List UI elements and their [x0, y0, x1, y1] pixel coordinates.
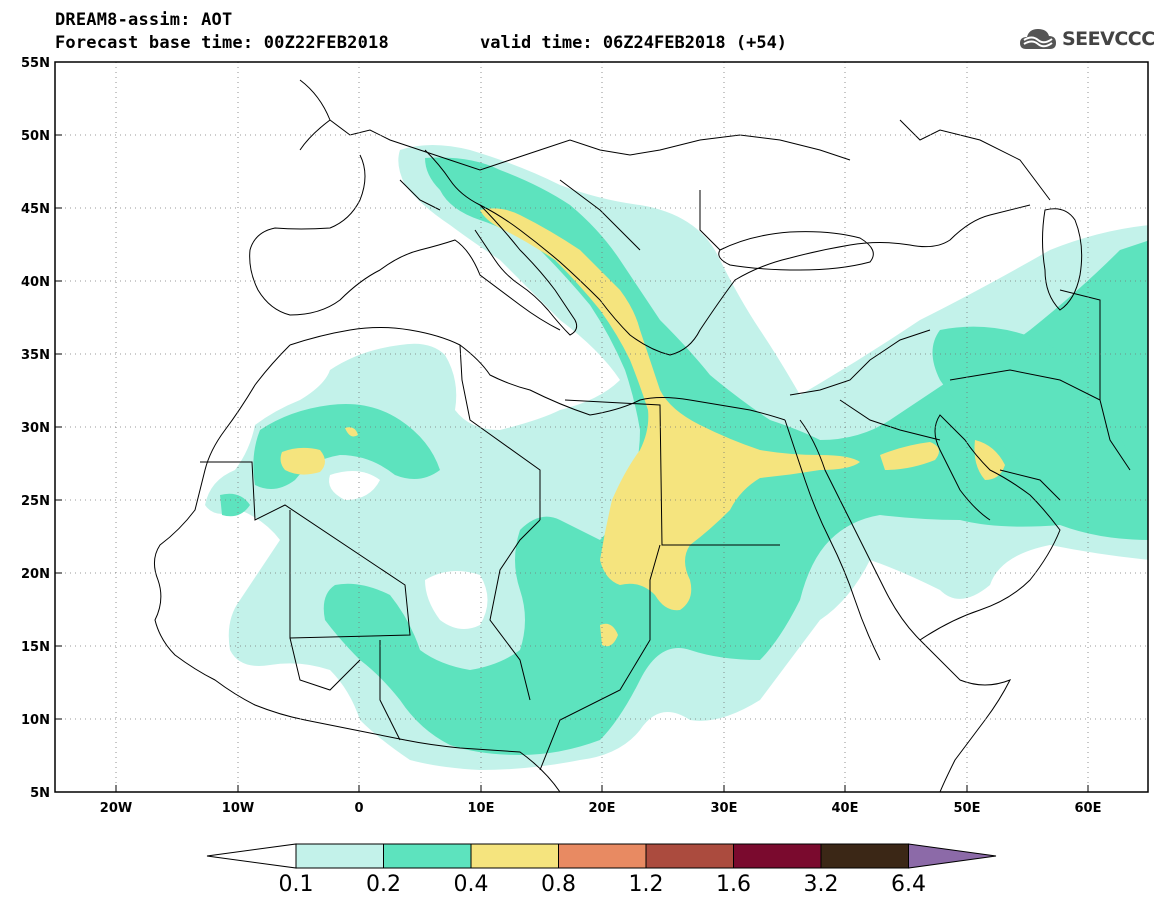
coastline-italy — [474, 204, 578, 336]
lon-label-10w: 10W — [222, 801, 254, 816]
coastline-black-sea — [718, 231, 874, 271]
colorbar-high-arrow — [908, 843, 997, 869]
lon-label-50e: 50E — [954, 801, 981, 816]
colorbar-box-1.2 — [645, 843, 734, 869]
colorbar-label-3.2: 3.2 — [803, 872, 839, 897]
borders-europe — [329, 119, 1051, 251]
colorbar-box-0.8 — [558, 843, 647, 869]
forecast-base-time: Forecast base time: 00Z22FEB2018 — [55, 33, 389, 53]
lat-label-20n: 20N — [21, 567, 50, 582]
coastline-arabia — [919, 414, 1061, 641]
lon-label-20e: 20E — [589, 801, 616, 816]
coastline-north-africa — [289, 327, 786, 421]
lon-label-60e: 60E — [1075, 801, 1102, 816]
colorbar-label-0.2: 0.2 — [366, 872, 401, 897]
coastline-red-sea — [784, 419, 921, 661]
colorbar-box-0.1 — [295, 843, 384, 869]
coastline-caspian — [1042, 208, 1083, 311]
map-title: DREAM8-assim: AOT — [55, 10, 233, 30]
lat-label-35n: 35N — [21, 348, 50, 363]
lat-label-45n: 45N — [21, 202, 50, 217]
colorbar — [206, 843, 997, 869]
colorbar-label-0.8: 0.8 — [541, 872, 576, 897]
lat-label-30n: 30N — [21, 421, 50, 436]
colorbar-box-0.4 — [470, 843, 559, 869]
lon-label-40e: 40E — [832, 801, 859, 816]
lat-label-40n: 40N — [21, 275, 50, 290]
borders-africa — [200, 344, 780, 771]
seevccc-logo: SEEVCCC — [1018, 22, 1155, 56]
colorbar-box-1.6 — [733, 843, 822, 869]
colorbar-label-1.2: 1.2 — [628, 872, 664, 897]
colorbar-label-6.4: 6.4 — [891, 872, 926, 897]
lat-label-5n: 5N — [30, 786, 50, 801]
borders-middle-east — [789, 289, 1131, 501]
latitude-labels: 55N 50N 45N 40N 35N 30N 25N 20N 15N 10N … — [21, 56, 50, 801]
lon-label-10e: 10E — [468, 801, 495, 816]
lat-lon-grid — [55, 62, 1148, 792]
coastline-east-africa — [919, 639, 1012, 792]
aot-fields — [205, 145, 1148, 770]
coastline-gulf-of-guinea — [404, 739, 561, 792]
lon-label-20w: 20W — [100, 801, 132, 816]
axis-ticks — [55, 61, 1089, 792]
valid-time: valid time: 06Z24FEB2018 (+54) — [480, 33, 788, 53]
lon-label-0: 0 — [354, 801, 363, 816]
colorbar-label-1.6: 1.6 — [716, 872, 751, 897]
colorbar-box-3.2 — [820, 843, 909, 869]
lat-label-10n: 10N — [21, 713, 50, 728]
lat-label-55n: 55N — [21, 56, 50, 71]
logo-text: SEEVCCC — [1062, 28, 1155, 50]
lat-label-15n: 15N — [21, 640, 50, 655]
aot-level-0.4 — [280, 208, 1005, 647]
colorbar-label-0.1: 0.1 — [278, 872, 314, 897]
colorbar-label-0.4: 0.4 — [453, 872, 489, 897]
longitude-labels: 20W 10W 0 10E 20E 30E 40E 50E 60E — [100, 801, 1102, 816]
lat-label-50n: 50N — [21, 129, 50, 144]
cloud-logo-icon — [1020, 29, 1056, 49]
colorbar-box-0.2 — [383, 843, 472, 869]
lat-label-25n: 25N — [21, 494, 50, 509]
colorbar-low-arrow — [206, 843, 297, 869]
lon-label-30e: 30E — [711, 801, 738, 816]
